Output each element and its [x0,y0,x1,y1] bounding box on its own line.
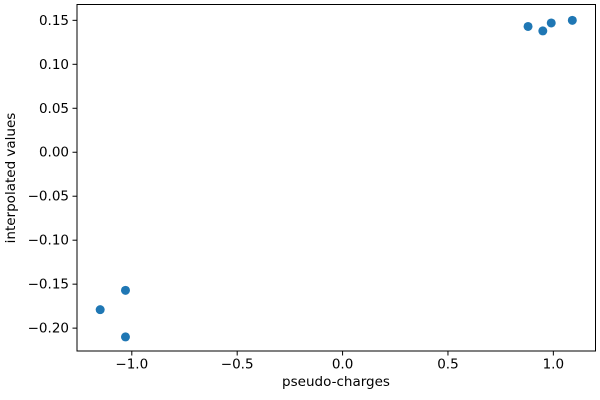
y-tick-label: 0.10 [39,57,69,73]
y-tick-label: −0.15 [28,277,69,293]
data-point [120,332,130,342]
y-tick-label: −0.20 [28,321,69,337]
data-point [567,15,577,25]
y-axis-label: interpolated values [3,112,19,244]
data-point [546,18,556,28]
y-tick-label: 0.15 [39,13,69,29]
plot-border [76,4,596,352]
x-axis-label: pseudo-charges [282,374,390,390]
y-tick-label: 0.00 [39,145,69,161]
x-tick-label: −0.5 [221,357,254,373]
data-point [538,26,548,36]
y-tick-label: −0.05 [28,189,69,205]
data-point [120,285,130,295]
x-tick-label: 1.0 [543,357,564,373]
y-tick-label: 0.05 [39,101,69,117]
data-point [95,305,105,315]
data-point [523,21,533,31]
x-tick-label: 0.5 [437,357,458,373]
x-tick-label: 0.0 [332,357,353,373]
y-tick-label: −0.10 [28,233,69,249]
x-tick-label: −1.0 [115,357,148,373]
